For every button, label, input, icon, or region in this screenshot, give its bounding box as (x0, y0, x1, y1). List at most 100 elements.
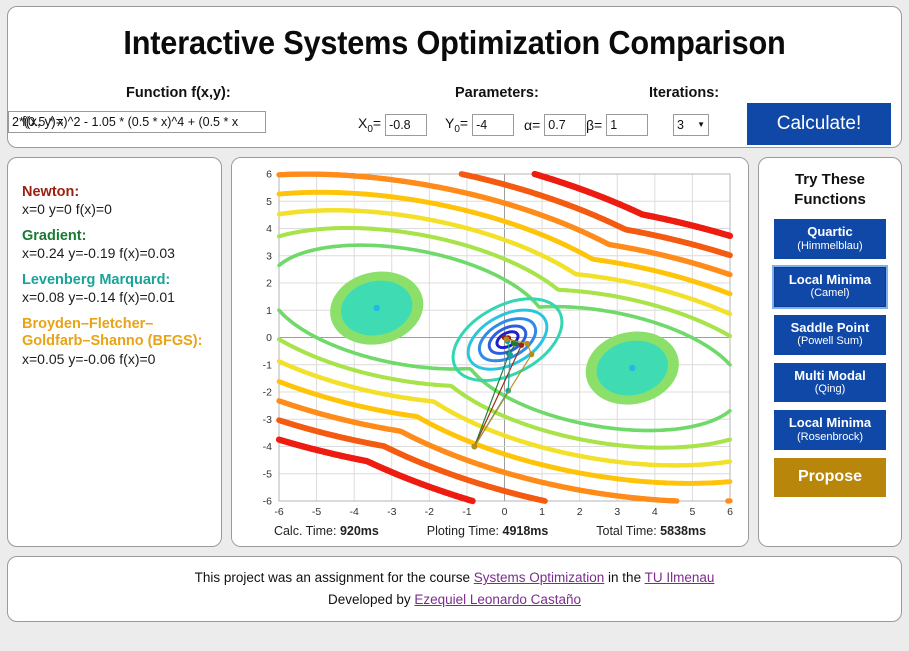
footer-text-1: This project was an assignment for the c… (194, 570, 474, 586)
link-author[interactable]: Ezequiel Leonardo Castaño (414, 592, 581, 607)
result-item: Levenberg Marquard: x=0.08 y=-0.14 f(x)=… (22, 272, 221, 305)
calc-time: Calc. Time: 920ms (274, 524, 379, 538)
function-button-quartic-sub: (Himmelblau) (797, 239, 863, 252)
result-method-bfgs-line2: Goldfarb–Shanno (BFGS): (22, 333, 203, 350)
timings-row: Calc. Time: 920ms Ploting Time: 4918ms T… (232, 524, 748, 538)
function-button-rosenbrock-sub: (Rosenbrock) (796, 430, 864, 443)
function-button-quartic[interactable]: Quartic (Himmelblau) (774, 219, 886, 259)
fxy-prefix-label: f(x, y)= (22, 114, 64, 129)
footer-text-3: Developed by (328, 592, 415, 607)
svg-text:5: 5 (266, 196, 272, 208)
function-button-powell-sum-name: Saddle Point (790, 319, 870, 335)
function-button-qing[interactable]: Multi Modal (Qing) (774, 362, 886, 403)
iterations-select-wrap[interactable]: 3 ▼ (673, 114, 709, 136)
svg-text:-1: -1 (462, 506, 471, 518)
chevron-down-icon: ▼ (697, 120, 705, 129)
propose-button[interactable]: Propose (774, 458, 886, 498)
parameters-label: Parameters: (455, 85, 539, 101)
alpha-field-group: α= (524, 114, 587, 136)
svg-text:-5: -5 (312, 506, 321, 518)
sidebar-title: Try These Functions (769, 170, 891, 209)
svg-text:0: 0 (266, 332, 272, 344)
footer-line-2: Developed by Ezequiel Leonardo Castaño (328, 589, 581, 611)
svg-text:1: 1 (539, 506, 545, 518)
function-button-qing-name: Multi Modal (794, 367, 866, 383)
svg-text:4: 4 (652, 506, 658, 518)
y0-subscript: 0 (454, 123, 460, 135)
iterations-label: Iterations: (649, 85, 720, 101)
svg-text:4: 4 (266, 223, 272, 235)
total-time: Total Time: 5838ms (596, 524, 706, 538)
iterations-select[interactable]: 3 ▼ (673, 114, 709, 136)
calculate-button[interactable]: Calculate! (747, 103, 891, 145)
function-button-camel-name: Local Minima (788, 271, 872, 287)
result-method-newton: Newton: (22, 184, 80, 200)
function-button-rosenbrock[interactable]: Local Minima (Rosenbrock) (774, 410, 886, 451)
svg-text:0: 0 (502, 506, 508, 518)
svg-text:6: 6 (266, 169, 272, 181)
footer-line-1: This project was an assignment for the c… (195, 567, 715, 589)
plot-time-value: 4918ms (502, 524, 549, 538)
beta-input[interactable] (606, 114, 649, 136)
svg-text:-1: -1 (263, 359, 272, 371)
main-row: Newton: x=0 y=0 f(x)=0 Gradient: x=0.24 … (7, 157, 902, 547)
beta-field-group: β= (586, 114, 649, 136)
total-time-value: 5838ms (660, 524, 707, 538)
svg-text:-3: -3 (263, 414, 272, 426)
result-item: Gradient: x=0.24 y=-0.19 f(x)=0.03 (22, 228, 221, 261)
svg-text:6: 6 (727, 506, 733, 518)
control-labels-row: Function f(x,y): Parameters: Iterations: (8, 85, 901, 107)
result-value-newton: x=0 y=0 f(x)=0 (22, 201, 112, 217)
svg-text:-2: -2 (425, 506, 434, 518)
function-button-qing-sub: (Qing) (814, 383, 846, 396)
propose-button-label: Propose (797, 468, 862, 486)
function-button-camel[interactable]: Local Minima (Camel) (772, 264, 888, 309)
svg-text:3: 3 (266, 250, 272, 262)
sidebar-title-line1: Try These (794, 171, 866, 188)
results-panel: Newton: x=0 y=0 f(x)=0 Gradient: x=0.24 … (7, 157, 222, 547)
result-method-bfgs: Broyden–Fletcher– Goldfarb–Shanno (BFGS)… (22, 316, 221, 350)
function-button-powell-sum-sub: (Powell Sum) (797, 335, 863, 348)
result-method-gradient: Gradient: (22, 228, 87, 244)
x0-label: X0= (358, 115, 382, 135)
result-value-gradient: x=0.24 y=-0.19 f(x)=0.03 (22, 245, 175, 261)
result-item: Newton: x=0 y=0 f(x)=0 (22, 184, 221, 217)
x0-input[interactable] (385, 114, 428, 136)
svg-text:2: 2 (577, 506, 583, 518)
svg-text:1: 1 (266, 305, 272, 317)
link-tu-ilmenau[interactable]: TU Ilmenau (644, 570, 715, 586)
beta-label: β= (586, 117, 603, 133)
y0-input[interactable] (472, 114, 515, 136)
footer-panel: This project was an assignment for the c… (7, 556, 902, 622)
x0-subscript: 0 (367, 123, 373, 135)
function-button-quartic-name: Quartic (807, 224, 853, 239)
result-item: Broyden–Fletcher– Goldfarb–Shanno (BFGS)… (22, 316, 221, 367)
function-input[interactable] (8, 111, 266, 133)
y0-label: Y0= (445, 115, 469, 135)
svg-text:-4: -4 (263, 441, 272, 453)
svg-text:-2: -2 (263, 387, 272, 399)
plot-time: Ploting Time: 4918ms (427, 524, 549, 538)
contour-plot[interactable]: -6 -5 -4 -3 -2 -1 0 1 2 3 4 5 6 -6 -5 -4 -3 -2 -1 0 1 2 3 4 5 6 (232, 158, 748, 546)
result-value-bfgs: x=0.05 y=-0.06 f(x)=0 (22, 351, 156, 368)
header-panel: Interactive Systems Optimization Compari… (7, 6, 902, 148)
controls-row: f(x, y)= X0= Y0= α= β= 3 ▼ (8, 103, 901, 145)
result-method-levenberg: Levenberg Marquard: (22, 272, 171, 288)
svg-text:2: 2 (266, 278, 272, 290)
iterations-selected-value: 3 (677, 118, 684, 132)
calc-time-value: 920ms (339, 524, 379, 538)
svg-text:-5: -5 (263, 468, 272, 480)
functions-sidebar: Try These Functions Quartic (Himmelblau)… (758, 157, 902, 547)
svg-text:5: 5 (689, 506, 695, 518)
result-value-levenberg: x=0.08 y=-0.14 f(x)=0.01 (22, 289, 175, 305)
link-systems-optimization[interactable]: Systems Optimization (473, 570, 605, 586)
x0-field-group: X0= (358, 114, 428, 136)
svg-text:-4: -4 (349, 506, 358, 518)
contour-chart-panel: -6 -5 -4 -3 -2 -1 0 1 2 3 4 5 6 -6 -5 -4 -3 -2 -1 0 1 2 3 4 5 6 C… (231, 157, 749, 547)
svg-text:3: 3 (614, 506, 620, 518)
function-button-rosenbrock-name: Local Minima (788, 415, 872, 431)
function-button-powell-sum[interactable]: Saddle Point (Powell Sum) (774, 314, 886, 355)
calc-time-label: Calc. Time: (273, 524, 337, 538)
alpha-input[interactable] (544, 114, 587, 136)
